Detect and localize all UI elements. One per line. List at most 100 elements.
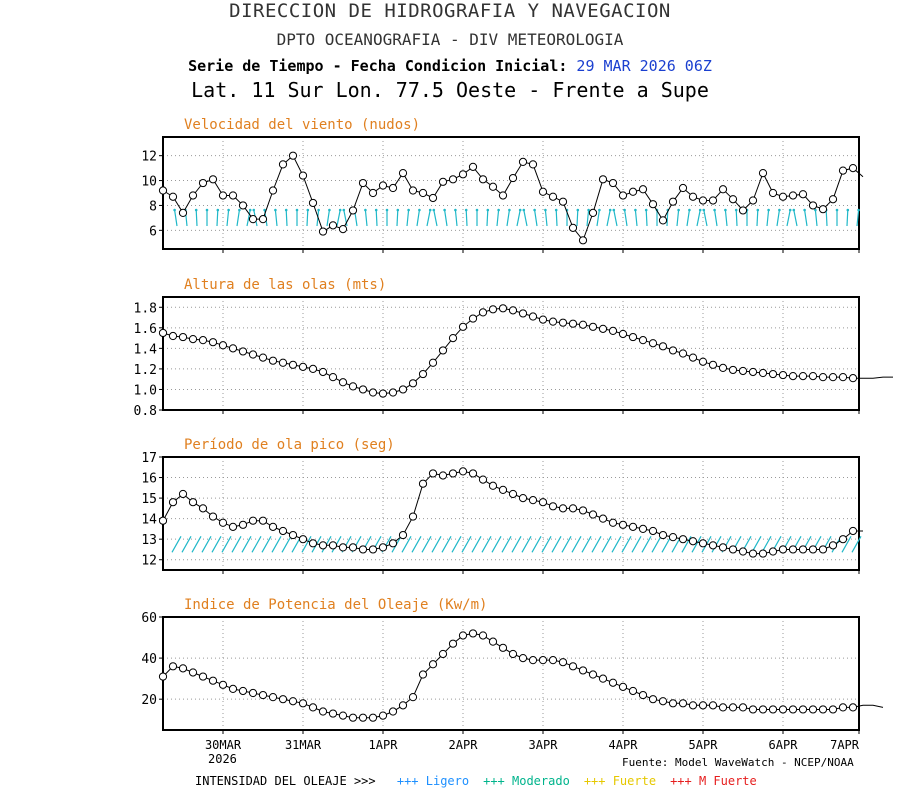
- data-point: [848, 526, 858, 536]
- y-tick-label: 17: [141, 451, 157, 466]
- data-point: [848, 374, 858, 383]
- wind-arrow: [586, 209, 590, 227]
- data-point: [808, 372, 818, 381]
- data-point: [328, 221, 338, 230]
- y-tick-label: 6: [149, 224, 157, 239]
- data-point: [508, 306, 518, 315]
- data-point: [798, 545, 808, 554]
- data-point: [368, 188, 378, 198]
- data-point: [748, 367, 758, 377]
- data-point: [608, 678, 618, 687]
- data-point: [368, 713, 378, 722]
- data-point: [458, 322, 468, 331]
- wind-arrow: [416, 209, 420, 227]
- data-point: [628, 686, 638, 696]
- wind-arrow-head: [587, 208, 590, 212]
- wind-arrow: [624, 209, 628, 227]
- data-point: [478, 308, 488, 317]
- data-point: [508, 649, 518, 659]
- data-point: [448, 639, 458, 648]
- data-point: [728, 703, 738, 712]
- wind-arrow: [786, 209, 791, 227]
- intensity-legend-items: +++ Ligero +++ Moderado +++ Fuerte +++ M Fu…: [383, 774, 757, 788]
- wind-arrow-head: [238, 208, 241, 212]
- wind-arrow-head: [846, 208, 850, 212]
- data-point: [728, 545, 738, 554]
- wave-arrow: [611, 536, 622, 553]
- data-point: [278, 526, 288, 536]
- wind-arrow: [613, 209, 618, 227]
- y-tick-label: 1.6: [134, 322, 157, 337]
- data-point: [448, 469, 458, 478]
- data-point: [228, 344, 238, 353]
- data-point: [528, 312, 538, 321]
- data-point: [468, 469, 478, 478]
- data-point: [168, 331, 178, 341]
- wave-arrow: [571, 536, 582, 553]
- wave-arrow: [201, 536, 212, 553]
- data-point: [238, 347, 248, 356]
- data-point: [348, 713, 358, 722]
- data-point: [258, 215, 268, 224]
- y-tick-label: 0.8: [134, 404, 157, 419]
- data-point: [308, 703, 318, 712]
- wind-arrow-head: [756, 208, 760, 212]
- data-point: [468, 314, 478, 323]
- wind-arrow-head: [792, 208, 796, 212]
- data-point: [848, 164, 858, 173]
- wind-arrow-head: [702, 208, 706, 212]
- data-point: [178, 489, 188, 499]
- wave-arrow: [491, 536, 502, 553]
- wind-arrow: [516, 209, 521, 227]
- wave-arrow: [211, 536, 222, 553]
- wind-arrow-head: [544, 208, 547, 212]
- data-point: [818, 373, 828, 382]
- data-point: [788, 191, 798, 200]
- data-point: [418, 670, 428, 679]
- data-point: [698, 539, 708, 548]
- x-tick-label: 4APR: [609, 738, 639, 752]
- data-point: [428, 193, 438, 203]
- wind-arrow-head: [263, 208, 266, 212]
- wind-arrow: [396, 209, 399, 227]
- data-point: [528, 160, 538, 169]
- wind-arrow: [793, 209, 798, 227]
- legend-item: +++ M Fuerte: [670, 774, 757, 788]
- y-tick-label: 10: [141, 175, 157, 190]
- wind-arrow-head: [803, 208, 806, 212]
- data-point: [348, 206, 358, 215]
- wave-arrow: [281, 536, 292, 553]
- y-tick-label: 15: [141, 492, 157, 507]
- data-point: [508, 173, 518, 183]
- data-point: [238, 686, 248, 696]
- data-point: [828, 541, 838, 550]
- wind-arrow: [534, 209, 538, 227]
- y-tick-label: 16: [141, 472, 157, 487]
- data-point: [308, 539, 318, 548]
- data-point: [698, 196, 708, 205]
- data-point: [828, 373, 838, 382]
- wind-arrow: [285, 209, 288, 227]
- data-point: [558, 658, 568, 667]
- wind-arrow: [454, 209, 458, 227]
- wave-arrow: [691, 536, 702, 553]
- wind-arrow: [756, 209, 759, 227]
- data-point: [358, 713, 368, 722]
- data-point: [508, 489, 518, 499]
- wind-arrow: [426, 209, 431, 227]
- data-point: [448, 175, 458, 184]
- data-point: [248, 688, 258, 698]
- wind-arrow-head: [306, 208, 310, 212]
- data-point: [398, 168, 408, 178]
- wind-arrow-head: [644, 208, 648, 212]
- data-point: [258, 690, 268, 700]
- data-point: [628, 522, 638, 531]
- data-point: [198, 336, 208, 345]
- data-point: [278, 160, 288, 169]
- data-point: [598, 674, 608, 683]
- wind-arrow: [226, 209, 230, 227]
- plot-frame: [162, 456, 860, 571]
- x-tick-label: 5APR: [689, 738, 719, 752]
- data-point: [198, 178, 208, 188]
- data-point: [448, 333, 458, 343]
